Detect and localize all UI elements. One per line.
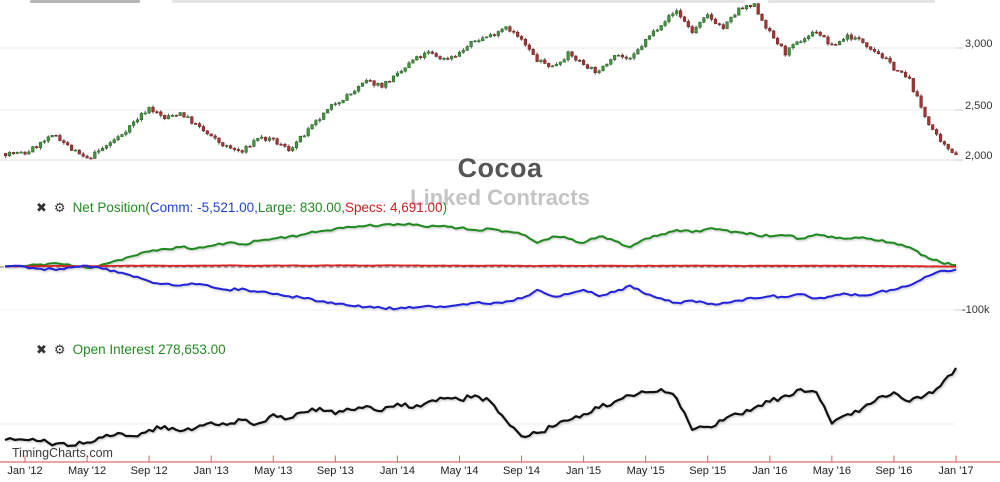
comm-value: Comm: -5,521.00, [149,200,258,215]
price-tick-label: 2,000 [965,150,993,162]
x-tick-label: Sep '15 [689,465,727,477]
net-position-legend: ✖ ⚙ Net Position(Comm: -5,521.00, Large: … [36,200,447,215]
close-icon[interactable]: ✖ [36,342,47,357]
net-position-label: Net Position( [72,200,150,215]
x-tick-label: May '13 [254,465,293,477]
x-axis [0,455,1000,463]
x-tick-label: Jan '14 [379,465,415,477]
price-tick-label: 3,000 [965,38,993,50]
x-tick-label: Jan '13 [193,465,229,477]
settings-gear-icon[interactable]: ⚙ [53,342,66,357]
x-tick-label: May '15 [626,465,665,477]
x-tick-label: May '14 [440,465,479,477]
settings-gear-icon[interactable]: ⚙ [53,200,66,215]
close-icon[interactable]: ✖ [36,200,47,215]
x-tick-label: Sep '12 [130,465,168,477]
clipped-top-line-remnant [172,0,745,3]
x-tick-label: May '16 [812,465,851,477]
open-interest-legend: ✖ ⚙ Open Interest 278,653.00 [36,342,226,357]
specs-value: Specs: 4,691.00 [344,200,443,215]
x-tick-label: Jan '16 [752,465,788,477]
watermark: TimingCharts.com [12,446,113,460]
x-tick-label: Sep '16 [875,465,913,477]
clipped-top-legend-remnant [30,0,140,3]
open-interest-label: Open Interest 278,653.00 [72,342,226,357]
x-tick-label: Sep '14 [503,465,541,477]
net-tick-label: -100k [962,304,990,316]
price-candlestick-series [4,3,958,160]
price-tick-label: 2,500 [965,100,993,112]
clipped-top-line-remnant [768,0,935,3]
x-tick-label: Sep '13 [316,465,354,477]
x-tick-label: May '12 [67,465,107,477]
x-tick-label: Jan '17 [938,465,974,477]
x-tick-label: Jan '12 [7,465,43,477]
net-position-label-close-paren: ) [442,200,448,215]
net-position-series [4,222,957,311]
gridlines [0,47,963,425]
open-interest-series [4,367,957,448]
x-tick-label: Jan '15 [566,465,602,477]
large-value: Large: 830.00, [257,200,345,215]
